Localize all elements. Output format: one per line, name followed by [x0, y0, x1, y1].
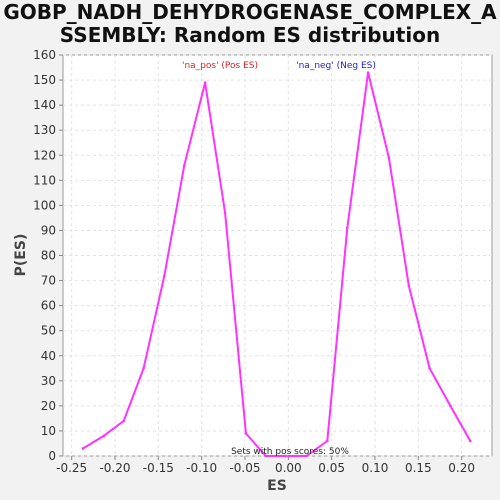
series-lines — [81, 71, 472, 458]
series-line-na-neg — [288, 71, 472, 457]
data-point — [366, 71, 370, 74]
y-tick-label: 150 — [33, 73, 56, 87]
x-tick-label: -0.15 — [143, 461, 174, 475]
y-tick-label: 90 — [41, 223, 56, 237]
positive-scores-note: Sets with pos scores: 50% — [231, 447, 349, 457]
x-tick-label: 0.15 — [405, 461, 432, 475]
y-tick-label: 20 — [41, 399, 56, 413]
data-point — [264, 454, 268, 458]
y-tick-label: 50 — [41, 324, 56, 338]
data-point — [428, 366, 431, 370]
data-point — [449, 404, 452, 408]
x-tick-label: 0.20 — [448, 461, 475, 475]
data-point — [102, 434, 106, 438]
chart-title: GOBP_NADH_DEHYDROGENASE_COMPLEX_A SSEMBL… — [0, 1, 500, 47]
x-tick-label: -0.20 — [99, 461, 130, 475]
data-point — [305, 454, 308, 458]
data-point — [387, 156, 391, 160]
plot-area — [62, 54, 493, 457]
y-tick-label: 130 — [33, 123, 56, 137]
y-tick-label: 10 — [41, 424, 56, 438]
x-axis-label: ES — [267, 478, 287, 494]
x-tick-label: -0.10 — [186, 461, 217, 475]
x-tick-label: 0.00 — [275, 461, 302, 475]
y-tick-label: 60 — [41, 299, 56, 313]
y-tick-label: 110 — [33, 173, 56, 187]
chart-title-line-1: GOBP_NADH_DEHYDROGENASE_COMPLEX_A — [3, 0, 497, 24]
data-point — [345, 226, 349, 230]
chart-title-line-2: SSEMBLY: Random ES distribution — [59, 23, 441, 47]
data-point — [122, 419, 125, 423]
data-point — [407, 284, 411, 287]
y-tick-label: 70 — [41, 274, 56, 288]
y-tick-label: 30 — [41, 374, 56, 388]
data-point — [223, 211, 227, 215]
data-point — [142, 366, 145, 370]
y-tick-label: 80 — [41, 249, 56, 263]
y-tick-label: 140 — [33, 98, 56, 112]
x-tick-label: -0.05 — [229, 461, 260, 475]
data-point — [203, 81, 207, 84]
data-point — [163, 274, 166, 277]
data-point — [244, 432, 248, 435]
legend-entry-na-neg: 'na_neg' (Neg ES) — [296, 61, 376, 71]
x-tick-label: -0.25 — [56, 461, 87, 475]
y-axis-label: P(ES) — [13, 234, 29, 277]
grid-lines — [63, 54, 492, 457]
data-point — [469, 439, 472, 443]
data-point — [81, 447, 85, 450]
legend: 'na_pos' (Pos ES) 'na_neg' (Neg ES) — [182, 61, 376, 71]
data-point — [284, 454, 288, 458]
y-tick-label: 120 — [33, 148, 56, 162]
y-tick-label: 160 — [33, 48, 56, 62]
y-tick-label: 40 — [41, 349, 56, 363]
data-point — [287, 454, 290, 458]
legend-entry-na-pos: 'na_pos' (Pos ES) — [182, 61, 258, 71]
x-tick-label: 0.05 — [318, 461, 345, 475]
data-point — [326, 439, 329, 443]
y-tick-label: 100 — [33, 198, 56, 212]
x-tick-label: 0.10 — [362, 461, 389, 475]
data-point — [183, 163, 186, 167]
y-tick-label: 0 — [48, 449, 56, 463]
axis-ticks: 0 10 20 30 40 50 60 70 80 90 100 110 120 130 140 150 160… — [33, 48, 475, 475]
